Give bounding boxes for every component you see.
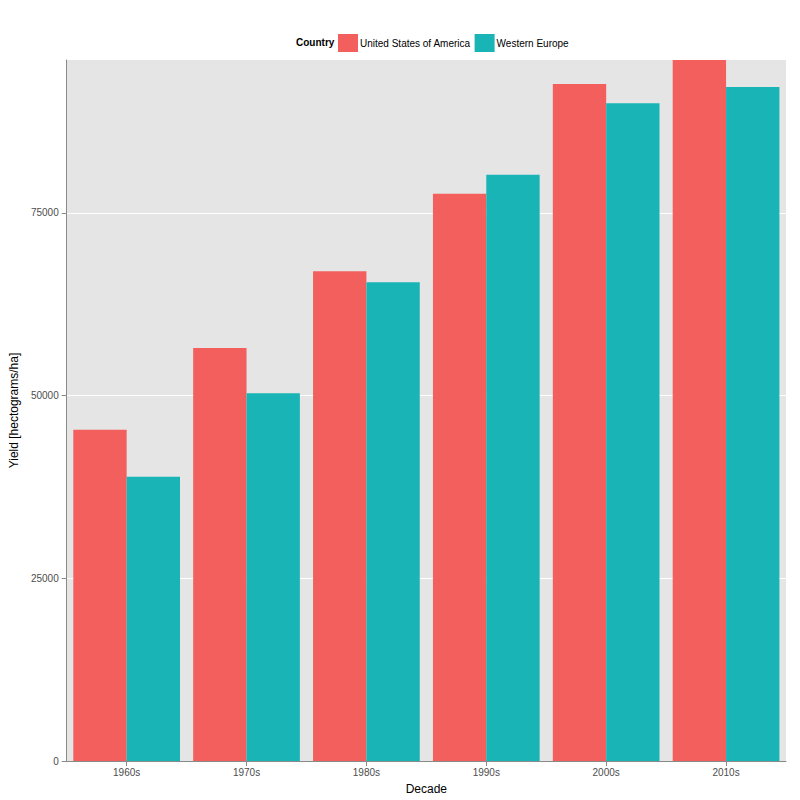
svg-text:75000: 75000 <box>31 207 59 218</box>
svg-text:1960s: 1960s <box>113 767 140 778</box>
svg-text:2000s: 2000s <box>593 767 620 778</box>
svg-text:Western Europe: Western Europe <box>497 38 570 49</box>
svg-text:Decade: Decade <box>406 782 448 796</box>
svg-text:50000: 50000 <box>31 390 59 401</box>
svg-text:United States of America: United States of America <box>360 38 470 49</box>
svg-text:0: 0 <box>53 756 59 767</box>
svg-text:1970s: 1970s <box>233 767 260 778</box>
svg-text:Yield [hectograms/ha]: Yield [hectograms/ha] <box>7 353 21 469</box>
svg-text:2010s: 2010s <box>712 767 739 778</box>
svg-text:Country: Country <box>296 37 335 48</box>
svg-text:1990s: 1990s <box>473 767 500 778</box>
svg-text:25000: 25000 <box>31 573 59 584</box>
svg-text:1980s: 1980s <box>353 767 380 778</box>
